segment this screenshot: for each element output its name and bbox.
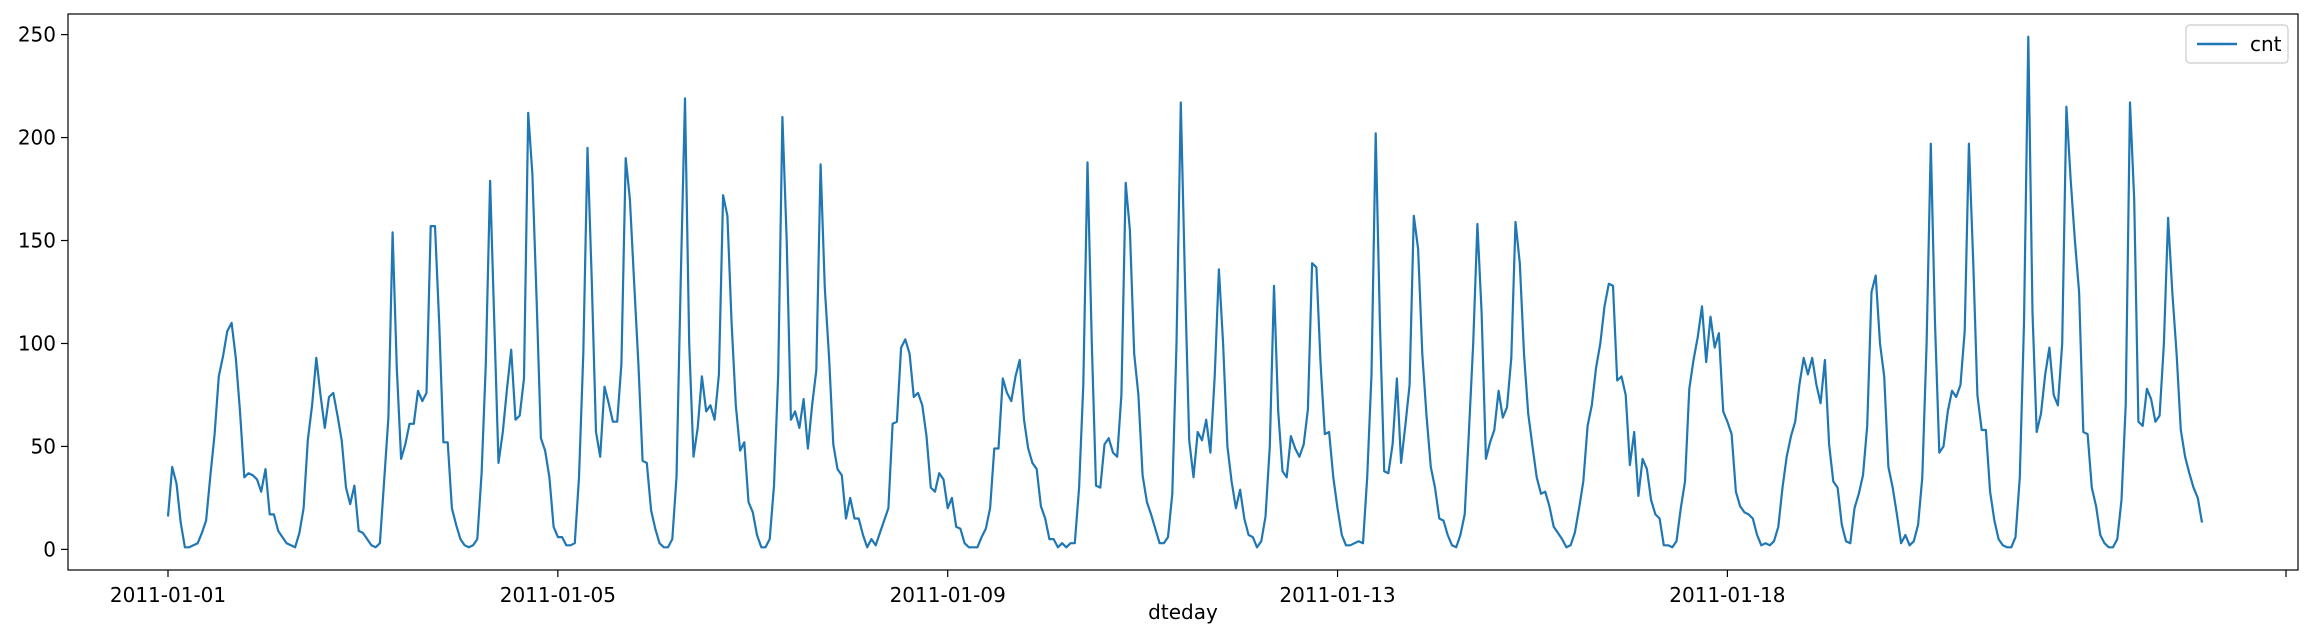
y-tick-label: 0	[43, 537, 56, 561]
x-axis-title: dteday	[1148, 600, 1218, 624]
y-tick-label: 200	[18, 126, 56, 150]
x-tick-label: 2011-01-05	[500, 583, 616, 607]
plot-area	[68, 14, 2298, 570]
legend: cnt	[2185, 24, 2289, 64]
series-layer	[166, 35, 2204, 549]
y-tick-label: 100	[18, 331, 56, 355]
y-tick-label: 50	[31, 434, 56, 458]
y-tick-label: 150	[18, 229, 56, 253]
x-tick-label: 2011-01-09	[890, 583, 1006, 607]
series-line-cnt	[166, 35, 2204, 549]
x-tick-label: 2011-01-13	[1279, 583, 1395, 607]
x-axis: 2011-01-01 2011-01-05 2011-01-09 2011-01-13…	[110, 570, 2287, 607]
x-tick-label: 2011-01-01	[110, 583, 226, 607]
plot-frame	[67, 13, 2299, 571]
y-axis: 0 50 100 150 200 250	[18, 23, 68, 561]
x-tick-label: 2011-01-18	[1669, 583, 1785, 607]
y-tick-label: 250	[18, 23, 56, 47]
legend-label-cnt: cnt	[2250, 32, 2282, 56]
